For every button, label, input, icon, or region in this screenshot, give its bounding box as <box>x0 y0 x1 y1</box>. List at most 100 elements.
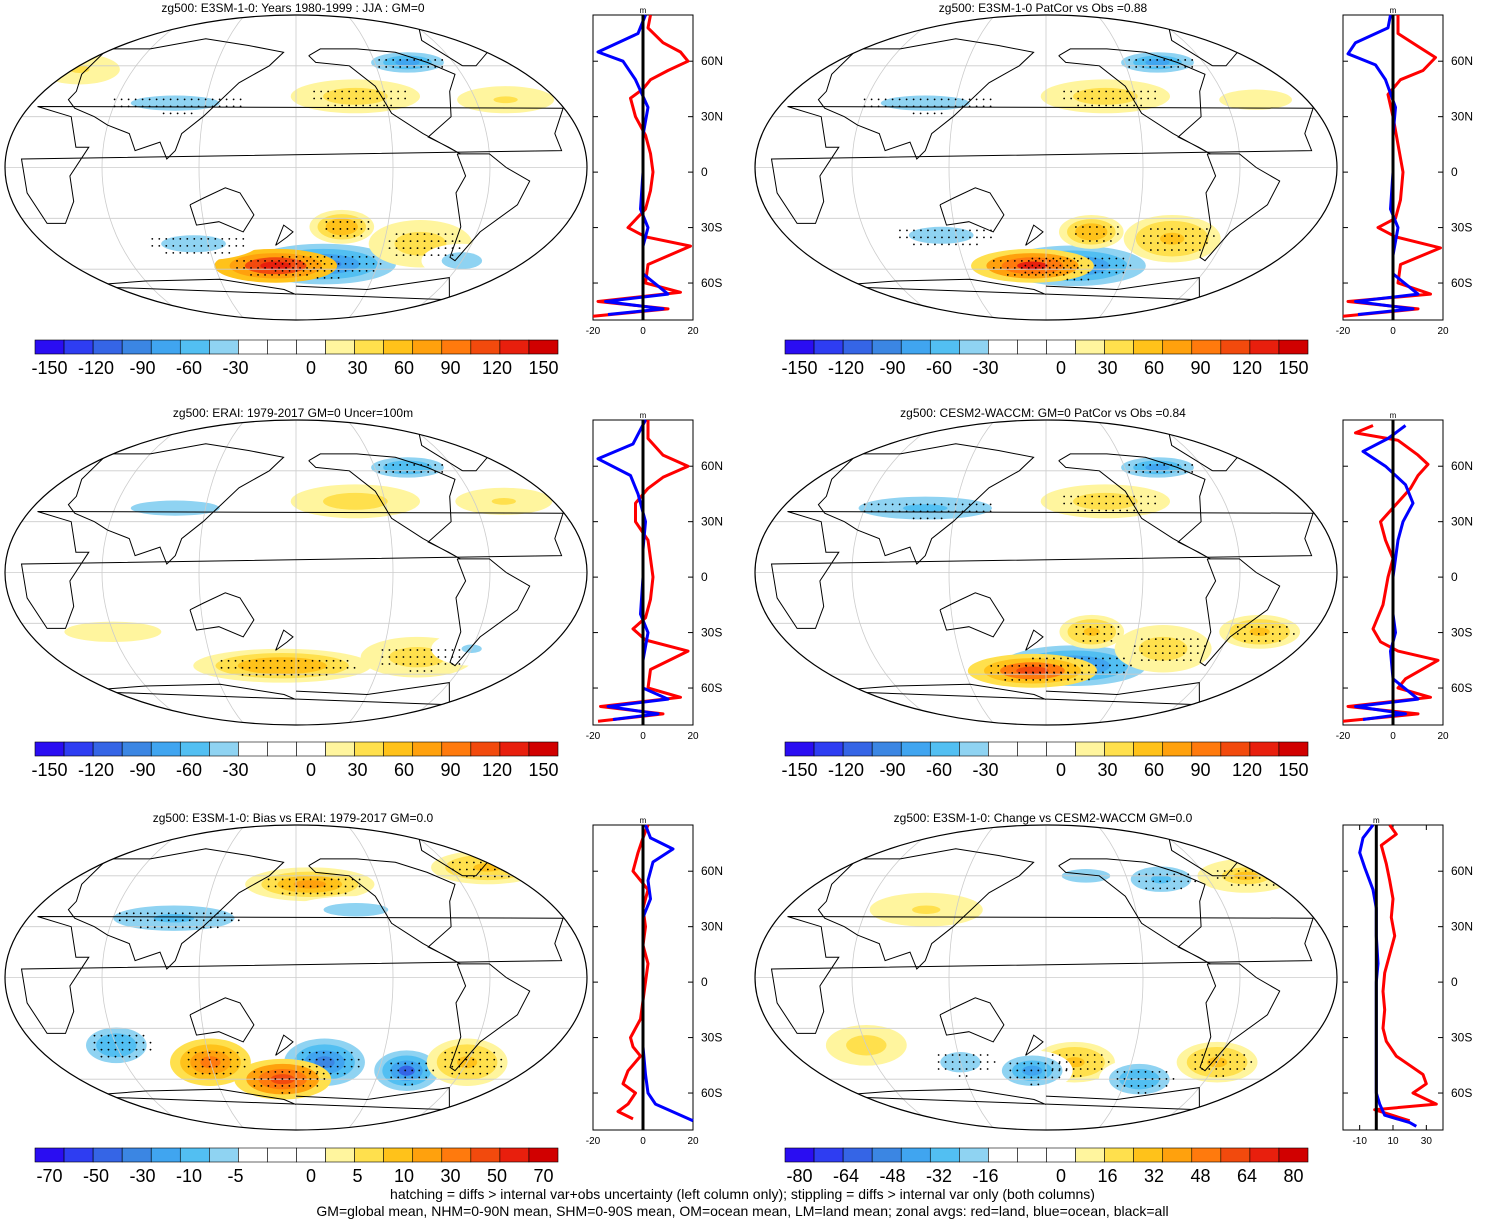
lat-tick-label: 30N <box>701 110 723 124</box>
lat-tick-label: 60N <box>701 864 723 878</box>
colorbar-box <box>179 741 210 757</box>
map-border <box>4 14 588 321</box>
land-outline <box>275 1034 294 1056</box>
colorbar-label: 70 <box>533 1166 553 1186</box>
lat-tick-label: 0 <box>1451 570 1458 584</box>
colorbar-box <box>959 1147 989 1163</box>
meridian-line <box>198 825 246 1130</box>
anomaly-patch <box>398 1065 415 1076</box>
colorbar-box <box>354 741 384 757</box>
colorbar-box <box>383 741 414 757</box>
colorbar-label: 5 <box>353 1166 363 1186</box>
land-outline <box>1025 224 1044 246</box>
colorbar-box <box>784 339 815 355</box>
land-outline <box>275 629 294 651</box>
land-outline <box>189 997 255 1043</box>
colorbar-label: -150 <box>32 358 68 378</box>
colorbar-box <box>1075 1147 1105 1163</box>
stippling <box>863 59 1215 281</box>
zonal-mean-panel: m 60N 30N 0 30S 60S -20 0 20 <box>1336 6 1473 337</box>
colorbar-label: 30 <box>1098 358 1118 378</box>
colorbar-label: 150 <box>528 760 558 780</box>
colorbar-box <box>412 339 443 355</box>
colorbar-label: -150 <box>32 760 68 780</box>
meridian-line <box>1148 420 1241 725</box>
colorbar-box <box>1017 741 1047 757</box>
zonal-ocean-line <box>641 824 694 1123</box>
colorbar-box <box>121 339 152 355</box>
colorbar-label: 0 <box>1056 358 1066 378</box>
colorbar-box <box>354 339 384 355</box>
anomaly-patch <box>1089 497 1122 506</box>
land-outline <box>939 187 1005 233</box>
colorbar-label: 90 <box>1190 760 1210 780</box>
colorbar-box <box>383 339 414 355</box>
land-outline <box>308 48 461 155</box>
colorbar-box <box>238 1147 268 1163</box>
colorbar-label: 120 <box>1232 358 1262 378</box>
meridian-line <box>1096 825 1144 1130</box>
colorbar: -80 -64 -48 -32 -16 0 16 32 48 64 80 <box>784 1147 1309 1186</box>
stippling <box>113 59 461 279</box>
stipple-note: hatching = diffs > internal var+obs unce… <box>390 1186 1095 1202</box>
colorbar-box <box>1046 339 1076 355</box>
colorbar-box <box>63 741 94 757</box>
land-outline <box>1199 153 1281 262</box>
map-title: zg500: E3SM-1-0: Change vs CESM2-WACCM G… <box>894 811 1193 825</box>
anomaly-patch <box>493 96 518 104</box>
colorbar-box <box>784 741 815 757</box>
colorbar-label: -70 <box>37 1166 63 1186</box>
meridian-line <box>346 420 394 725</box>
colorbar: -70 -50 -30 -10 -5 0 5 10 30 50 70 <box>34 1147 559 1186</box>
zonal-mean-panel: m 60N 30N 0 30S 60S -20 0 20 <box>586 411 723 742</box>
meridian-line <box>398 825 491 1130</box>
colorbar-label: 60 <box>1144 358 1164 378</box>
colorbar-box <box>842 339 873 355</box>
colorbar-box <box>1220 339 1251 355</box>
colorbar-label: -90 <box>879 760 905 780</box>
zonal-unit: m <box>1373 816 1380 825</box>
land-outline <box>1058 48 1211 155</box>
colorbar-box <box>1249 1147 1280 1163</box>
colorbar-box <box>528 1147 559 1163</box>
land-outline <box>275 224 294 246</box>
colorbar-box <box>121 741 152 757</box>
x-tick-label: 0 <box>640 326 646 337</box>
colorbar-box <box>92 1147 123 1163</box>
colorbar-label: -10 <box>176 1166 202 1186</box>
anomaly-patch <box>339 92 372 101</box>
coastlines <box>20 28 564 301</box>
anomaly-patch <box>491 497 516 505</box>
land-outline <box>1058 858 1211 965</box>
colorbar-box <box>1220 741 1251 757</box>
coastlines <box>770 28 1314 301</box>
meridian-line <box>948 825 996 1130</box>
colorbar-label: -30 <box>129 1166 155 1186</box>
map-field <box>755 825 1337 1130</box>
colorbar-label: 30 <box>348 760 368 780</box>
colorbar-label: -16 <box>972 1166 998 1186</box>
colorbar-box <box>441 339 472 355</box>
land-outline <box>308 453 461 560</box>
colorbar-box <box>209 741 239 757</box>
meridian-line <box>1096 15 1144 320</box>
colorbar-label: -50 <box>83 1166 109 1186</box>
colorbar-label: 50 <box>487 1166 507 1186</box>
zonal-ocean-line <box>596 419 670 721</box>
x-tick-label: 0 <box>1390 326 1396 337</box>
colorbar-label: -90 <box>129 358 155 378</box>
x-tick-label: -20 <box>586 731 601 742</box>
map-title: zg500: ERAI: 1979-2017 GM=0 Uncer=100m <box>173 406 413 420</box>
zonal-land-line <box>1342 15 1442 318</box>
colorbar-label: -30 <box>222 358 248 378</box>
lat-tick-label: 30N <box>701 920 723 934</box>
zonal-mean-panel: m 60N 30N 0 30S 60S -10 10 30 <box>1342 816 1473 1147</box>
land-outline <box>20 511 564 629</box>
colorbar-box <box>900 339 931 355</box>
colorbar-box <box>842 1147 873 1163</box>
zonal-unit: m <box>640 411 647 420</box>
anomaly-patch <box>333 222 350 232</box>
lat-tick-label: 30S <box>701 221 722 235</box>
zonal-land-line <box>597 420 690 723</box>
